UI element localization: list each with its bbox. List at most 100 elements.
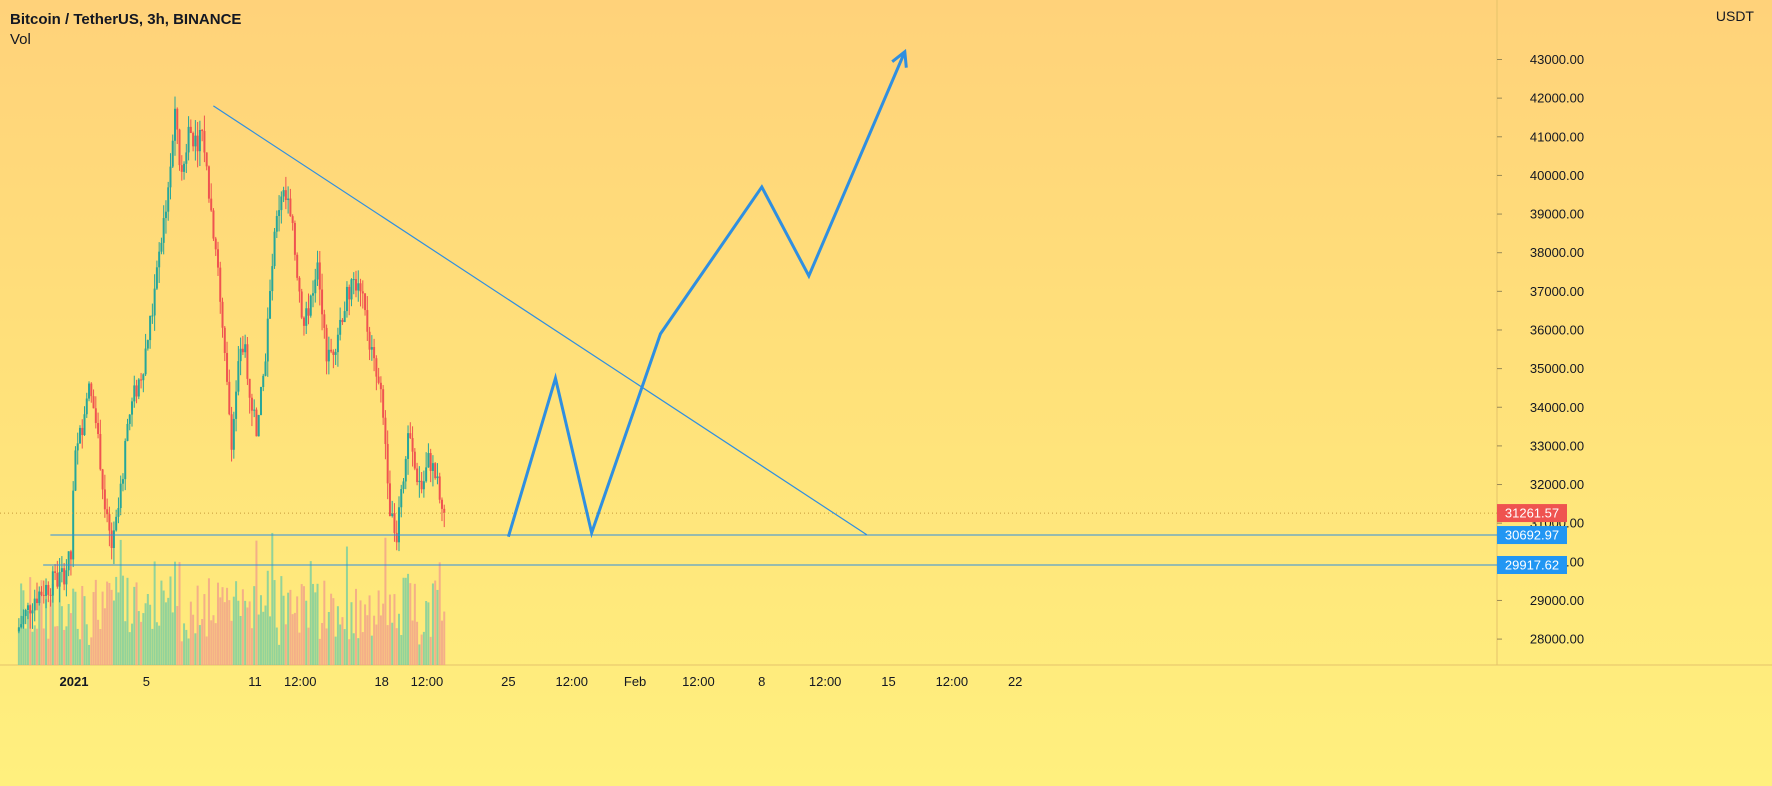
volume-bar <box>101 591 104 665</box>
candle-body <box>235 391 238 419</box>
candle-body <box>158 251 161 268</box>
volume-bar <box>422 631 425 665</box>
candle-body <box>287 198 290 201</box>
volume-bar <box>359 600 362 665</box>
volume-bar <box>180 641 183 665</box>
volume-bar <box>246 607 249 665</box>
trendline-group[interactable] <box>213 105 868 536</box>
currency-selector[interactable]: USDT <box>1716 8 1754 24</box>
candle-body <box>275 216 278 232</box>
volume-bar <box>26 610 29 665</box>
candle-body <box>174 108 177 141</box>
candle-body <box>210 198 213 211</box>
candle-body <box>216 249 219 268</box>
volume-bar <box>334 636 337 665</box>
price-tick-label: 42000.00 <box>1530 91 1584 106</box>
candle-body <box>422 481 425 490</box>
volume-bar <box>133 586 136 665</box>
time-tick-label: 5 <box>143 674 150 689</box>
volume-bar <box>440 620 443 665</box>
candle-body <box>194 135 197 147</box>
current-price-tag <box>1497 504 1567 523</box>
candle-body <box>72 490 75 560</box>
price-tick-label: 33000.00 <box>1530 438 1584 453</box>
candle-body <box>278 210 281 217</box>
candle-body <box>196 135 199 152</box>
candle-body <box>99 434 102 470</box>
volume-bar <box>176 606 179 665</box>
support-lines[interactable] <box>0 512 1497 566</box>
volume-bar <box>357 638 360 665</box>
volume-bar <box>110 589 113 665</box>
candle-body <box>413 451 416 469</box>
time-tick-label: 22 <box>1008 674 1022 689</box>
candle-body <box>232 418 235 450</box>
time-tick-label: 12:00 <box>555 674 588 689</box>
volume-bar <box>203 594 206 665</box>
volume-bar <box>160 580 163 665</box>
price-tick-label: 37000.00 <box>1530 284 1584 299</box>
volume-bar <box>327 612 330 665</box>
volume-bar <box>370 635 373 665</box>
candle-body <box>314 279 317 294</box>
candle-body <box>289 198 292 217</box>
price-tick-label: 39000.00 <box>1530 207 1584 222</box>
volume-bar <box>121 575 124 665</box>
candle-body <box>228 381 231 415</box>
price-tick-label: 34000.00 <box>1530 400 1584 415</box>
volume-bar <box>438 562 441 665</box>
volume-bar <box>253 586 256 665</box>
candle-body <box>78 427 81 444</box>
candle-body <box>131 401 134 415</box>
price-tags: 30692.97 29917.62 31261.57 <box>1497 504 1567 574</box>
candle-body <box>269 291 272 319</box>
candle-body <box>135 385 138 397</box>
volume-bar <box>391 622 394 665</box>
candle-body <box>355 279 358 291</box>
symbol-title[interactable]: Bitcoin / TetherUS, 3h, BINANCE <box>10 11 242 28</box>
volume-bar <box>248 601 251 665</box>
volume-bar <box>409 583 412 665</box>
volume-bar <box>151 628 154 665</box>
candle-body <box>24 610 27 617</box>
candle-body <box>140 379 143 381</box>
support-price-tag <box>1497 526 1567 545</box>
volume-bar <box>185 629 188 665</box>
volume-bar <box>366 615 369 665</box>
candle-body <box>67 551 70 571</box>
volume-bar <box>393 594 396 665</box>
projection-group[interactable] <box>506 48 908 539</box>
volume-indicator-label[interactable]: Vol <box>10 31 31 48</box>
volume-bar <box>289 589 292 665</box>
candle-body <box>22 616 25 625</box>
volume-bar <box>169 576 172 665</box>
candle-body <box>110 530 113 548</box>
candle-body <box>418 480 421 483</box>
volume-bar <box>264 605 267 665</box>
volume-bar <box>416 621 419 665</box>
candle-body <box>312 293 315 296</box>
candle-body <box>164 211 167 219</box>
candle-body <box>149 315 152 341</box>
candle-body <box>65 570 68 585</box>
candle-body <box>302 317 305 326</box>
candle-body <box>241 348 244 353</box>
candle-body <box>171 140 174 167</box>
volume-bar <box>99 629 102 665</box>
candle-body <box>85 398 88 415</box>
volume-bar <box>24 628 27 665</box>
candle-body <box>106 509 109 515</box>
candle-body <box>248 378 251 398</box>
candle-body <box>352 279 355 281</box>
candle-body <box>137 379 140 397</box>
volume-bar <box>56 626 59 665</box>
candle-body <box>373 347 376 359</box>
volume-bar <box>174 561 177 665</box>
candle-body <box>205 152 208 167</box>
candle-body <box>178 129 181 166</box>
time-tick-label: 25 <box>501 674 515 689</box>
candle-body <box>35 598 38 604</box>
volume-bar <box>31 631 34 665</box>
